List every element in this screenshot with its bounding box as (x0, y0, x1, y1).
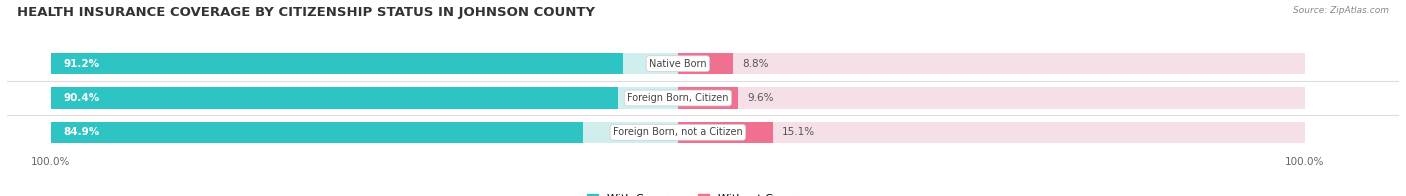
Text: 91.2%: 91.2% (63, 59, 100, 69)
Bar (678, 87, 1305, 109)
Bar (51, 53, 678, 74)
Text: 9.6%: 9.6% (748, 93, 775, 103)
Bar (678, 53, 733, 74)
Bar (678, 87, 738, 109)
Text: Foreign Born, Citizen: Foreign Born, Citizen (627, 93, 728, 103)
Bar (678, 122, 773, 143)
Bar (51, 122, 583, 143)
Text: 90.4%: 90.4% (63, 93, 100, 103)
Text: 15.1%: 15.1% (782, 127, 815, 137)
Legend: With Coverage, Without Coverage: With Coverage, Without Coverage (588, 194, 818, 196)
Bar (678, 122, 1305, 143)
Bar (51, 53, 623, 74)
Text: HEALTH INSURANCE COVERAGE BY CITIZENSHIP STATUS IN JOHNSON COUNTY: HEALTH INSURANCE COVERAGE BY CITIZENSHIP… (17, 6, 595, 19)
Text: Source: ZipAtlas.com: Source: ZipAtlas.com (1294, 6, 1389, 15)
Bar (51, 87, 678, 109)
Bar (678, 53, 1305, 74)
Bar (51, 87, 617, 109)
Text: 8.8%: 8.8% (742, 59, 769, 69)
Text: Native Born: Native Born (650, 59, 707, 69)
Text: 84.9%: 84.9% (63, 127, 100, 137)
Bar (51, 122, 678, 143)
Text: Foreign Born, not a Citizen: Foreign Born, not a Citizen (613, 127, 742, 137)
